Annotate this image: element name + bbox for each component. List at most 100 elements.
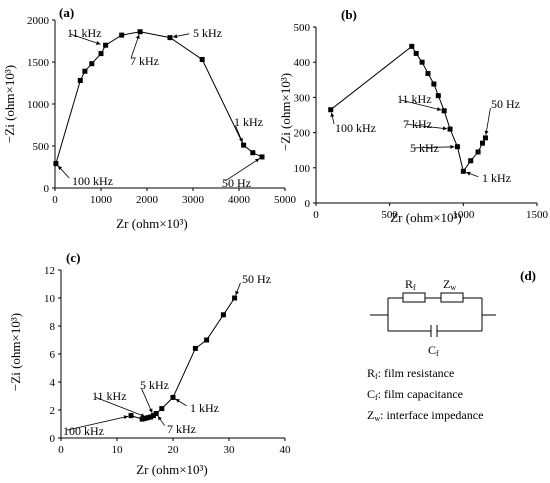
annotation-arrowhead <box>484 130 489 135</box>
y-axis-label: −Zi (ohm×10³) <box>8 313 23 391</box>
data-point <box>159 406 165 412</box>
data-point <box>220 312 226 318</box>
data-point <box>128 413 134 419</box>
legend-item-cf: Cf: film capacitance <box>367 387 463 402</box>
data-point <box>413 50 419 56</box>
annotation-arrow <box>141 388 153 414</box>
annotation-arrow <box>70 33 101 45</box>
x-tick-label: 500 <box>381 209 398 221</box>
data-point <box>241 142 247 148</box>
data-point <box>148 414 154 420</box>
annotation-arrow <box>406 124 448 130</box>
panel-label: (b) <box>341 7 357 22</box>
data-point <box>409 43 415 49</box>
y-tick-label: 0 <box>305 198 311 210</box>
frequency-annotation: 50 Hz <box>242 272 271 286</box>
annotation-arrowhead <box>96 41 101 45</box>
x-tick-label: 30 <box>224 444 236 456</box>
data-point <box>431 81 437 87</box>
data-point <box>145 415 151 421</box>
annotation-arrowhead <box>466 171 471 176</box>
data-point <box>259 154 265 160</box>
data-point <box>479 140 485 146</box>
frequency-annotation: 11 kHz <box>397 92 432 106</box>
x-tick-label: 5000 <box>274 194 297 206</box>
x-axis-label: Zr (ohm×10³) <box>116 216 188 231</box>
x-tick-label: 1500 <box>526 209 549 221</box>
data-point <box>103 42 109 48</box>
panel-label: (a) <box>59 5 74 20</box>
annotation-arrowhead <box>175 399 180 403</box>
frequency-annotation: 7 kHz <box>167 422 196 436</box>
x-tick-label: 4000 <box>228 194 251 206</box>
x-tick-label: 0 <box>58 444 64 456</box>
frequency-annotation: 1 kHz <box>190 401 219 415</box>
data-point <box>119 32 125 38</box>
rf-label: Rf <box>405 277 416 292</box>
data-point <box>150 413 156 419</box>
frequency-annotation: 100 kHz <box>335 121 376 135</box>
data-point <box>53 161 59 167</box>
annotation-arrowhead <box>157 416 162 421</box>
x-tick-label: 0 <box>313 209 319 221</box>
x-axis-label: Zr (ohm×10³) <box>136 462 208 477</box>
data-point <box>204 337 210 343</box>
annotation-arrowhead <box>148 408 153 413</box>
annotation-arrowhead <box>436 107 442 111</box>
annotation-arrow <box>413 146 455 149</box>
y-axis-label: −Zi (ohm×10³) <box>2 65 17 143</box>
x-axis-label: Zr (ohm×10³) <box>390 210 462 225</box>
annotation-arrow <box>130 34 140 58</box>
data-point <box>475 149 481 155</box>
data-point <box>89 61 95 67</box>
y-tick-label: 10 <box>44 293 56 305</box>
x-tick-label: 20 <box>168 444 180 456</box>
frequency-annotation: 5 kHz <box>193 26 222 40</box>
circuit-diagram <box>370 292 496 337</box>
y-tick-label: 0 <box>50 433 56 445</box>
annotation-arrowhead <box>442 126 448 131</box>
data-point <box>139 416 145 422</box>
x-tick-label: 2000 <box>136 194 159 206</box>
annotation-arrow <box>66 415 129 431</box>
data-point <box>482 135 488 141</box>
annotation-arrowhead <box>172 34 178 39</box>
annotation-arrow <box>95 397 146 417</box>
data-point <box>419 59 425 65</box>
panel-label-d: (d) <box>520 268 536 283</box>
frequency-annotation: 50 Hz <box>222 176 251 190</box>
data-point <box>137 29 143 35</box>
data-point <box>435 93 441 99</box>
legend-item-zw: Zw: interface impedance <box>367 408 483 423</box>
series-line <box>55 31 263 164</box>
x-tick-label: 10 <box>112 444 124 456</box>
data-point <box>167 35 173 41</box>
data-point <box>447 126 453 132</box>
y-axis-label: −Zi (ohm×10³) <box>278 73 293 151</box>
y-tick-label: 300 <box>294 92 311 104</box>
y-tick-label: 8 <box>50 321 56 333</box>
x-tick-label: 3000 <box>182 194 205 206</box>
data-point <box>454 144 460 150</box>
data-point <box>199 56 205 62</box>
annotation-arrowhead <box>140 413 145 417</box>
frequency-annotation: 1 kHz <box>482 171 511 185</box>
annotation-arrowhead <box>135 34 140 39</box>
annotation-arrow <box>400 99 442 111</box>
y-tick-label: 12 <box>44 265 55 277</box>
annotation-arrowhead <box>123 415 129 420</box>
y-tick-label: 400 <box>294 57 311 69</box>
data-point <box>460 168 466 174</box>
frequency-annotation: 100 kHz <box>72 174 113 188</box>
y-tick-label: 1000 <box>27 99 50 111</box>
data-point <box>170 394 176 400</box>
frequency-annotation: 50 Hz <box>491 97 520 111</box>
y-tick-label: 0 <box>44 183 50 195</box>
data-point <box>153 411 159 416</box>
data-point <box>468 158 474 164</box>
annotation-arrow <box>225 158 260 182</box>
frequency-annotation: 7 kHz <box>130 54 159 68</box>
frequency-annotation: 1 kHz <box>234 115 263 129</box>
data-point <box>98 51 104 57</box>
